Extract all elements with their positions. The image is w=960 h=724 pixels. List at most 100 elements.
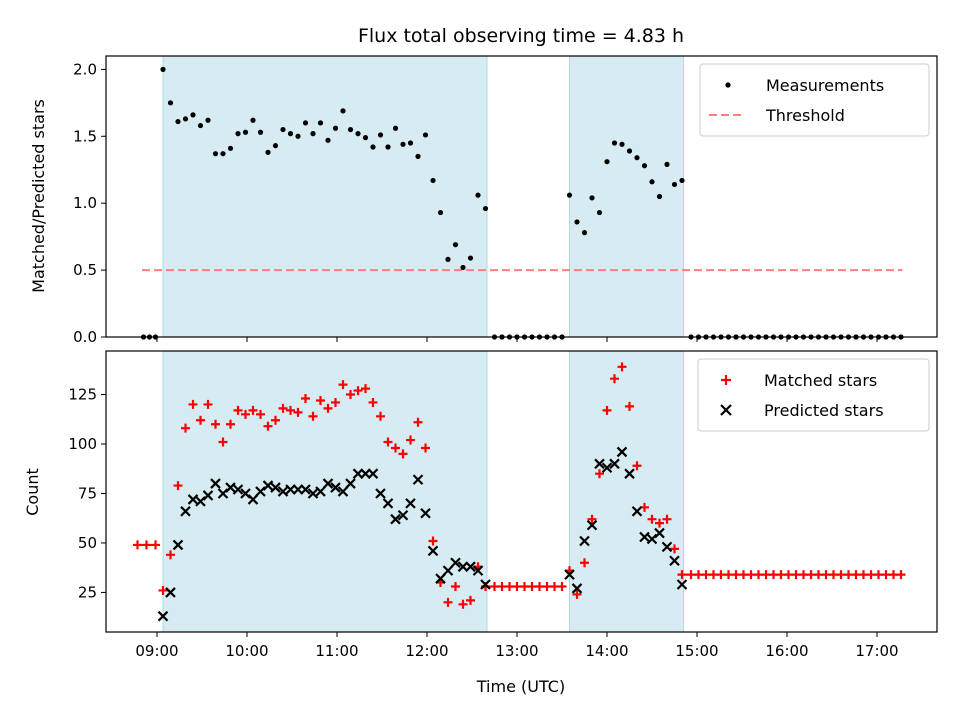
data-point [412,474,424,485]
data-point [604,159,610,165]
data-point [167,100,174,106]
data-point [340,108,346,114]
data-point [195,496,206,507]
data-point [619,141,625,147]
data-point [133,540,142,550]
bottom-y-axis-label: Count [23,468,42,516]
data-point [624,468,635,479]
data-point [669,555,680,567]
data-point [580,558,589,568]
data-point [586,519,598,531]
data-point [610,374,619,384]
data-point [181,423,190,433]
data-point [190,112,196,118]
legend-label: Measurements [766,76,884,95]
data-point [308,411,318,421]
data-point [662,514,672,524]
data-point [670,544,679,554]
data-point [679,177,685,184]
series-measurements [140,66,904,340]
x-tick-label: 17:00 [855,642,898,660]
data-point [589,195,595,201]
data-point [256,409,265,419]
data-point [397,509,409,521]
legend-box [697,358,930,432]
y-tick-label: 0.0 [73,328,97,346]
data-point [315,486,326,497]
data-point [677,570,687,580]
data-point [210,478,221,489]
data-point [337,486,349,497]
data-point [594,458,605,470]
data-point [574,219,580,225]
data-point [626,148,633,154]
data-point [346,390,355,400]
data-point [370,144,376,150]
data-point [407,140,414,146]
data-point [415,153,421,159]
data-point [280,126,286,133]
data-point [263,421,273,431]
x-tick-label: 09:00 [135,642,178,660]
data-point [233,405,243,415]
data-point [390,513,401,525]
observing-window-1 [162,350,488,633]
data-point [271,415,280,425]
data-point [451,581,460,591]
y-tick-label: 2.0 [73,60,97,78]
data-point [196,415,205,425]
series-matched-stars [133,362,906,609]
data-point [427,545,439,557]
data-point [391,443,400,453]
data-point [596,209,603,216]
y-tick-label: 100 [68,435,97,453]
data-point [566,192,573,198]
x-tick-label: 14:00 [585,642,628,660]
plot-frame [105,350,938,633]
data-point [442,565,454,576]
data-point [362,135,369,141]
x-tick-label: 12:00 [405,642,448,660]
data-point [332,125,339,131]
data-point [671,181,678,188]
data-point [203,399,213,409]
x-tick-label: 16:00 [765,642,808,660]
series-predicted-stars [157,446,688,622]
data-point [616,446,628,458]
data-point [188,399,198,409]
data-point [202,490,214,501]
data-point [287,131,294,137]
data-point [293,407,303,417]
legend-label: Matched stars [764,371,877,390]
data-point [353,386,363,396]
legend: Matched stars Predicted stars [697,358,930,432]
data-point [422,132,429,138]
data-point [420,507,431,519]
data-point [601,462,613,474]
data-point [639,531,650,543]
data-point [368,397,378,407]
data-point [400,141,406,147]
data-point [617,362,627,372]
data-point [383,437,393,447]
y-tick-label: 125 [68,386,97,404]
data-point [240,488,251,499]
data-point [151,540,160,550]
data-point [307,488,319,499]
legend-label: Threshold [765,106,845,125]
plot-frame [105,55,938,338]
data-point [634,155,640,161]
data-point [376,411,385,421]
data-point [331,397,340,407]
data-point [225,482,236,493]
data-point [242,129,249,135]
data-point [465,561,476,572]
data-point [322,478,334,489]
data-point [664,161,670,167]
data-point [248,405,258,415]
data-point [656,193,663,200]
data-point [330,482,341,493]
data-point [641,163,648,169]
data-point [405,498,416,509]
data-point [385,144,391,150]
